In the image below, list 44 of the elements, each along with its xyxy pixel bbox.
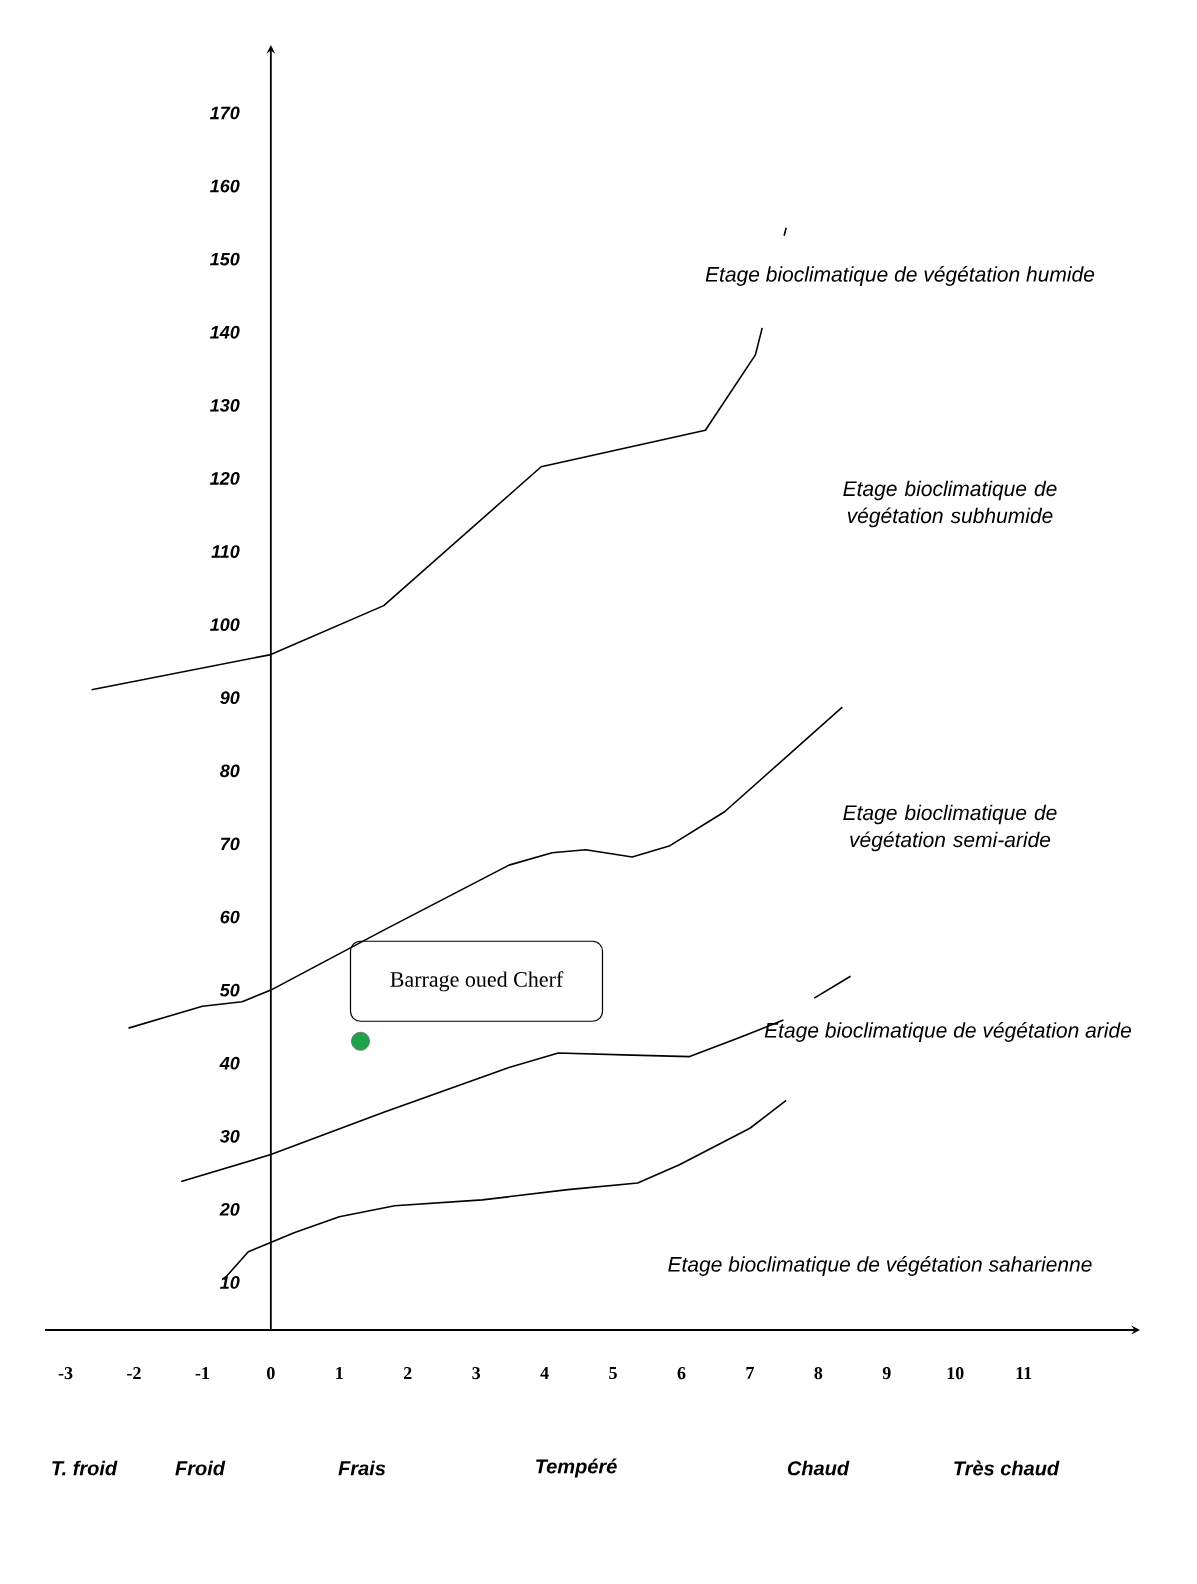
- y-tick-label: 80: [220, 764, 240, 778]
- x-tick-label: -3: [58, 1367, 73, 1380]
- x-tick-label: 0: [267, 1367, 275, 1380]
- y-tick-label: 40: [219, 1056, 240, 1070]
- y-tick-label: 30: [219, 1129, 240, 1143]
- x-tick-label: 2: [403, 1367, 412, 1379]
- x-tick-label: 11: [1016, 1367, 1032, 1379]
- x-tick-label: -2: [127, 1367, 141, 1379]
- y-tick-label: 160: [210, 179, 240, 193]
- text: Barrage oued Cherf: [390, 971, 564, 992]
- annotation: Etage bioclimatique de végétation aride: [764, 1022, 1132, 1042]
- y-tick-label: 140: [210, 325, 240, 339]
- x-tick-label: -1: [195, 1367, 209, 1379]
- text: T. froid: [52, 1460, 118, 1476]
- annotation: Etage bioclimatique de végétation semi-aride: [843, 804, 1057, 852]
- y-tick-label: 60: [220, 910, 240, 924]
- x-tick-label: 5: [609, 1367, 617, 1380]
- annotation: Etage bioclimatique de végétation humide: [705, 266, 1095, 286]
- x-tick-label: 7: [746, 1367, 754, 1379]
- x-tick-label: 10: [947, 1367, 964, 1380]
- text: Froid: [175, 1460, 226, 1476]
- y-tick-label: 10: [220, 1276, 240, 1289]
- y-tick-label: 120: [210, 472, 240, 485]
- y-tick-label: 110: [211, 545, 240, 558]
- text: Chaud: [787, 1460, 850, 1476]
- x-tick-label: 8: [814, 1367, 823, 1380]
- y-tick-label: 90: [220, 691, 240, 705]
- x-tick-label: 6: [677, 1367, 686, 1380]
- y-tick-label: 50: [219, 983, 240, 997]
- x-tick-label: 4: [540, 1367, 549, 1379]
- x-tick-label: 1: [336, 1367, 343, 1379]
- y-tick-label: 150: [210, 252, 240, 266]
- y-tick-label: 70: [221, 837, 240, 851]
- x-tick-label: 3: [472, 1367, 481, 1380]
- text: Frais: [338, 1460, 386, 1476]
- annotation: Etage bioclimatique de végétation saharienne: [668, 1256, 1092, 1276]
- y-tick-label: 130: [210, 398, 240, 412]
- y-tick-label: 170: [210, 106, 240, 120]
- text: Très chaud: [954, 1460, 1060, 1476]
- annotation: Etage bioclimatique de végétation subhumide: [843, 480, 1057, 528]
- text: Tempéré: [536, 1458, 617, 1478]
- x-tick-label: 9: [882, 1367, 891, 1380]
- y-tick-label: 100: [210, 618, 240, 632]
- y-tick-label: 20: [219, 1203, 240, 1216]
